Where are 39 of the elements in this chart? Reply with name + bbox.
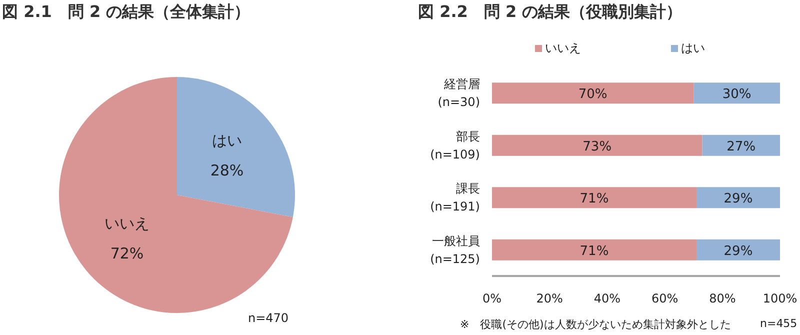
x-tick-label: 20%	[536, 292, 563, 306]
data-label: 30%	[722, 87, 752, 102]
bar	[492, 239, 696, 260]
data-label: 72%	[110, 244, 144, 262]
data-label: 73%	[582, 139, 612, 154]
x-tick-label: 80%	[709, 292, 736, 306]
chart-title: 図 2.2 問 2 の結果（役職別集計）	[418, 2, 682, 23]
y-tick-label: 経営層 (n=30)	[438, 77, 480, 110]
bar	[492, 82, 694, 104]
bar	[696, 187, 780, 208]
legend-label: はい	[680, 40, 705, 57]
x-tick-label: 100%	[762, 292, 798, 306]
pie-slice	[177, 77, 295, 218]
x-tick-label: 0%	[482, 292, 502, 306]
data-label: 28%	[210, 162, 244, 180]
y-tick-label: 部長 (n=109)	[430, 129, 480, 162]
data-label: 27%	[726, 139, 756, 154]
y-tick-label: 一般社員 (n=125)	[430, 234, 480, 266]
x-tick-label: 60%	[651, 292, 678, 306]
text: ※ 役職(その他)は人数が少ないため集計対象外とした	[460, 317, 731, 332]
bar	[492, 134, 702, 156]
y-tick-label: 課長 (n=191)	[430, 182, 480, 214]
data-label: 71%	[580, 192, 609, 207]
text: n=455	[760, 317, 798, 330]
data-label: 29%	[724, 244, 753, 259]
bar	[694, 82, 780, 104]
chart-title: 図 2.1 問 2 の結果（全体集計）	[2, 2, 250, 23]
pie-slice	[59, 77, 293, 313]
data-label: 70%	[578, 87, 608, 102]
slice-label: いいえ	[104, 214, 150, 232]
bar	[696, 239, 780, 260]
bar	[492, 187, 696, 208]
data-label: 71%	[580, 244, 609, 259]
slice-label: はい	[212, 132, 242, 150]
x-tick-label: 40%	[594, 292, 621, 306]
bar	[702, 134, 780, 156]
data-label: 29%	[724, 192, 753, 207]
legend-label: いいえ	[544, 40, 581, 57]
text: n=470	[248, 311, 289, 325]
